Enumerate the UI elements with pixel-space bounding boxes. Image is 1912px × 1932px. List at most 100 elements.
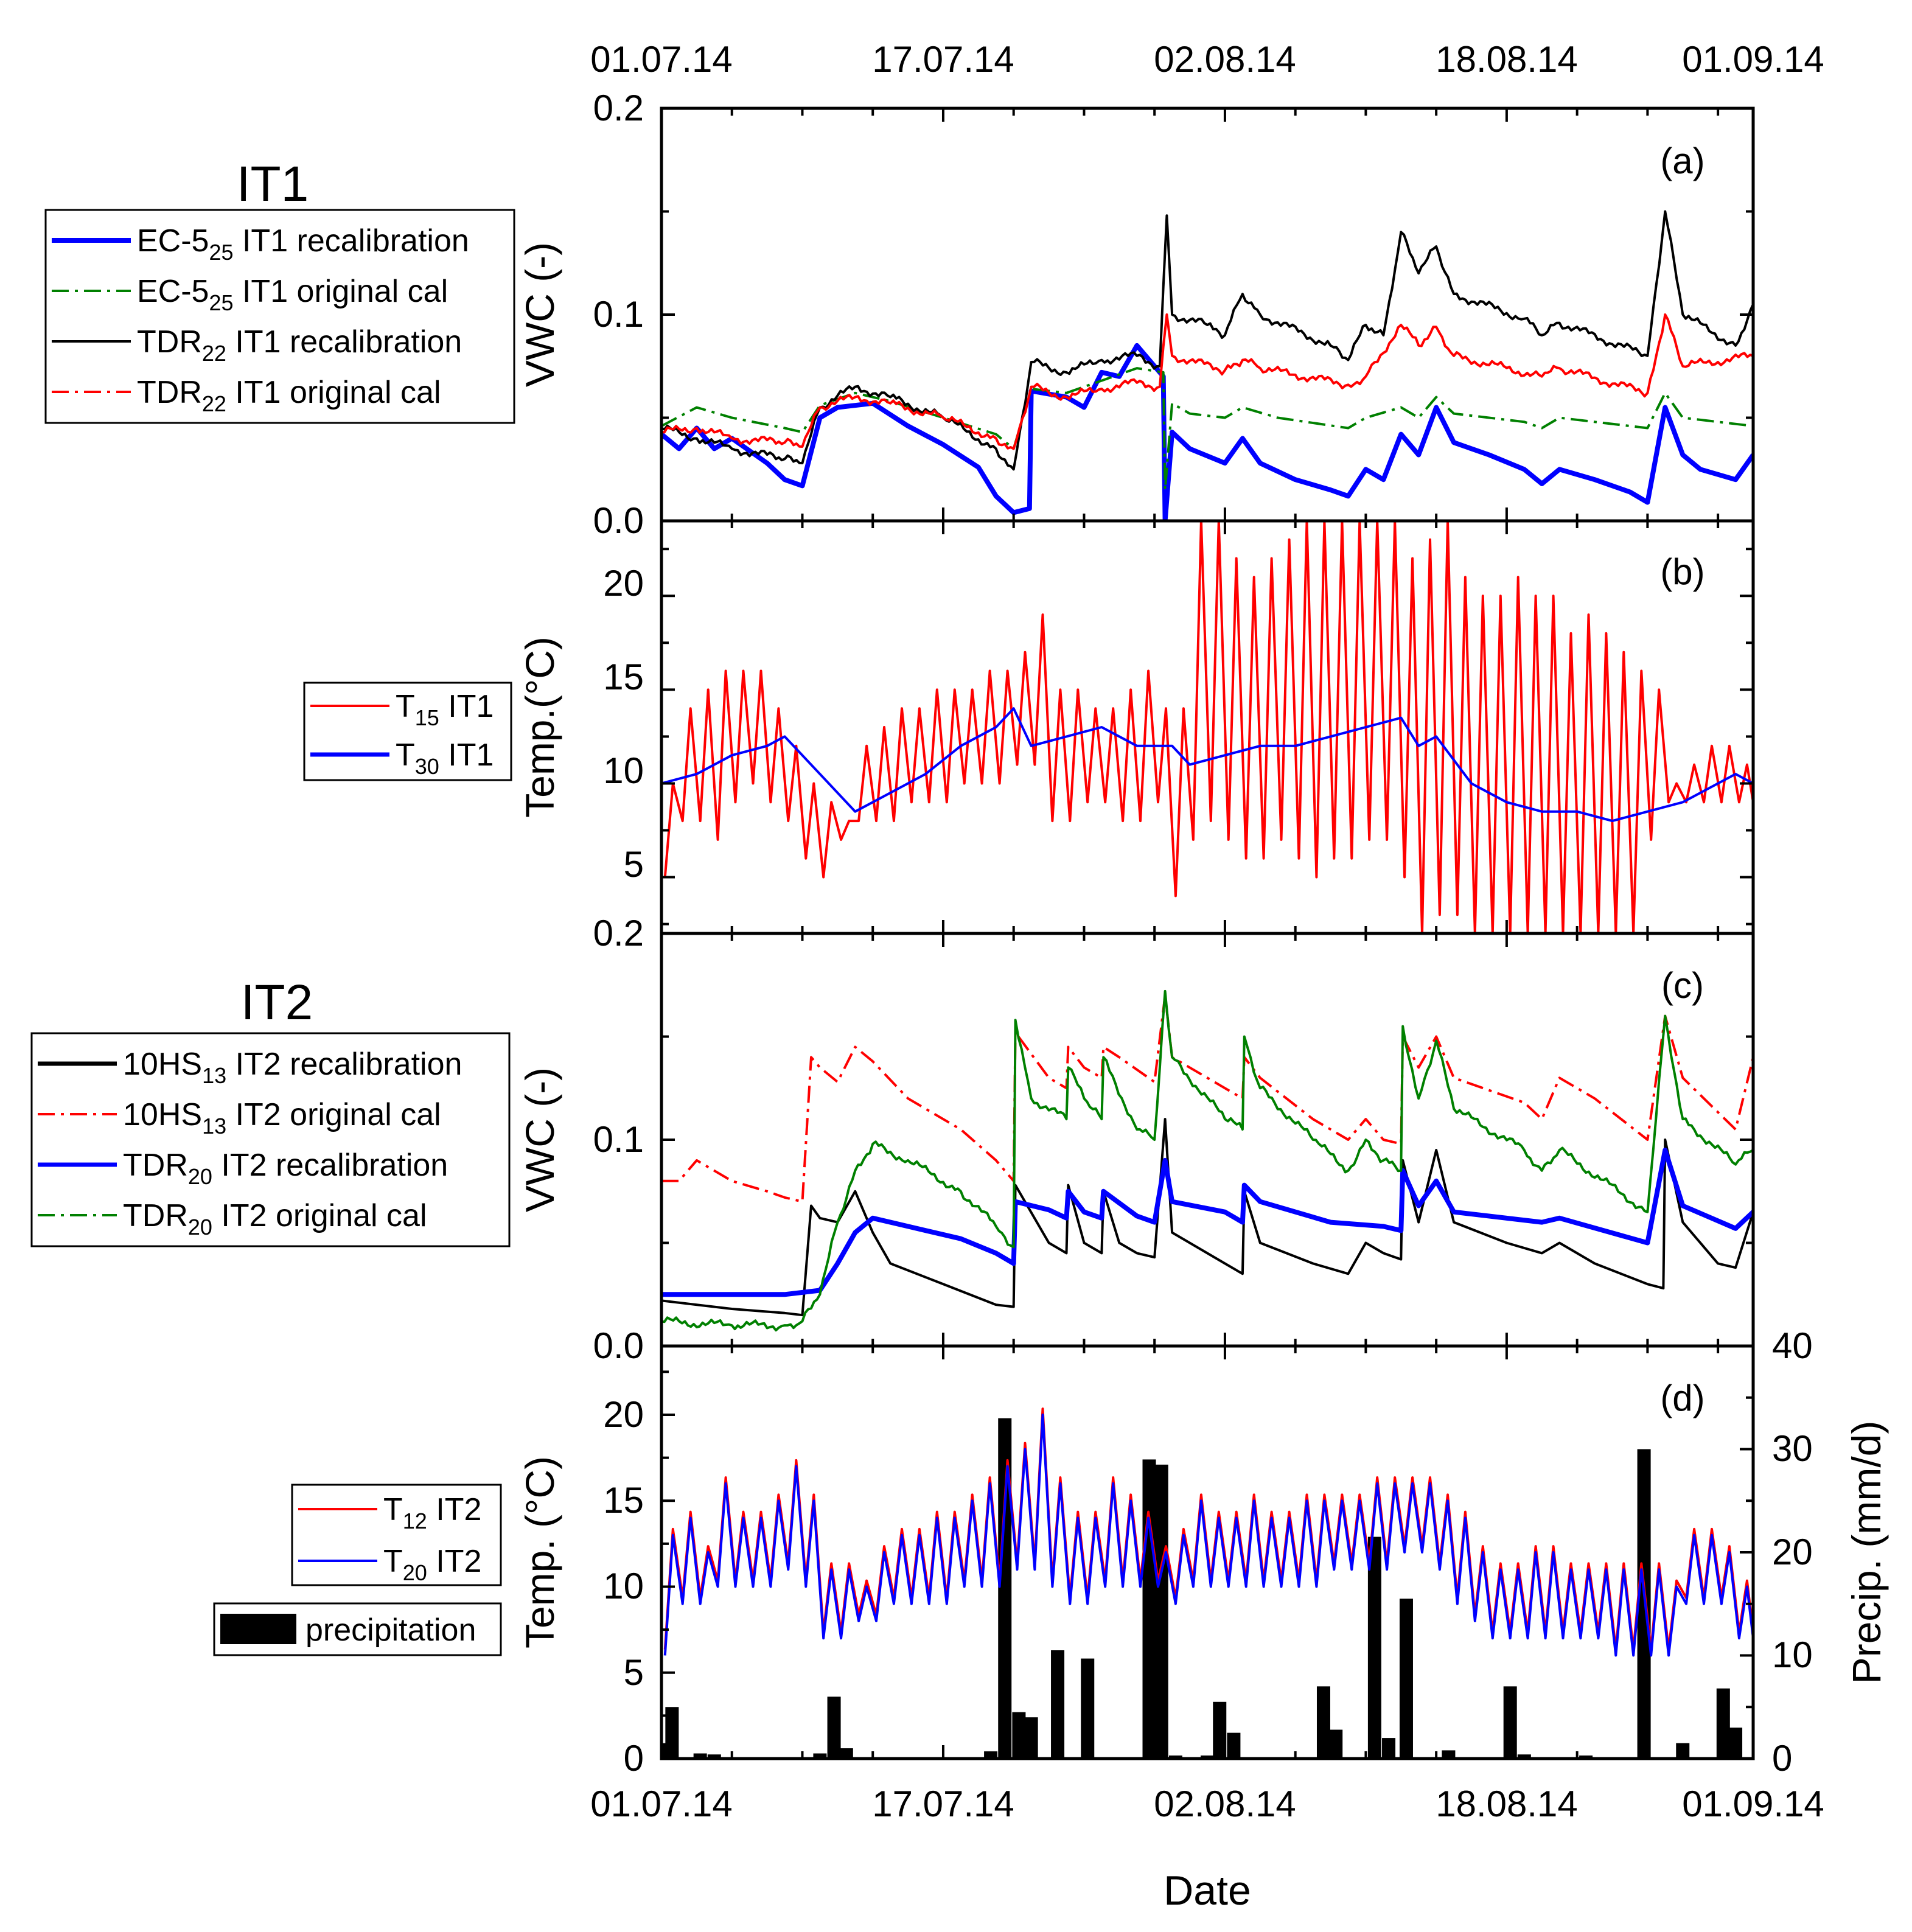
panel-a-y-axis-title: VWC (-) [517, 242, 562, 387]
precip-bar [1716, 1688, 1730, 1759]
precip-bar [984, 1751, 998, 1759]
top-date-label: 01.07.14 [590, 39, 733, 80]
panel-d-right-axis-title: Precip. (mm/d) [1844, 1421, 1889, 1684]
legend-a-frame [44, 209, 515, 424]
series-a-2 [661, 210, 1753, 471]
series-c-0 [661, 1118, 1753, 1317]
panel-a-data [661, 210, 1753, 521]
legend-c-entry-2: TDR20 IT2 recalibration [123, 1148, 448, 1189]
precip-bar [1676, 1743, 1690, 1759]
bottom-date-label: 17.07.14 [872, 1784, 1014, 1824]
precip-bar [1213, 1701, 1227, 1759]
precip-bar [1012, 1712, 1026, 1759]
panel-a-ytick-label: 0.0 [593, 500, 644, 541]
panel-b-ytick-label: 20 [603, 563, 644, 604]
precip-bar [1168, 1755, 1182, 1759]
precip-bar [827, 1697, 841, 1759]
legend-a-entry-1: EC-525 IT1 original cal [137, 274, 448, 315]
series-d-1 [663, 1414, 1753, 1657]
precip-bar [839, 1748, 853, 1759]
panel-d-ticks [660, 1345, 1753, 1760]
panel-d-ytick-label: 5 [624, 1652, 644, 1693]
panel-d-right-tick-label: 20 [1772, 1532, 1813, 1572]
legend-b-frame [303, 682, 512, 781]
legend-c-entry-3: TDR20 IT2 original cal [123, 1198, 427, 1240]
top-date-axis: 01.07.14 17.07.14 02.08.14 18.08.14 01.0… [590, 39, 1824, 80]
panel-c-data [661, 989, 1753, 1332]
group-title-it1: IT1 [237, 156, 309, 212]
panel-b-label: (b) [1660, 551, 1704, 592]
series-a-3 [661, 313, 1753, 450]
legend-d: T12 IT2 T20 IT2 precipitation [213, 1484, 502, 1656]
precip-bar [1081, 1658, 1095, 1759]
panel-b: (b) 5 10 15 20 Temp.(°C) T15 IT1 T30 IT1 [303, 519, 1755, 935]
panel-d-right-tick-label: 0 [1772, 1738, 1792, 1779]
precip-bar [1051, 1650, 1065, 1759]
bottom-date-label: 02.08.14 [1154, 1784, 1296, 1824]
panel-b-ticks [660, 521, 1753, 933]
legend-a-entry-2: TDR22 IT1 recalibration [137, 324, 462, 366]
bottom-date-label: 01.07.14 [590, 1784, 733, 1824]
legend-a-entry-0: EC-525 IT1 recalibration [137, 223, 469, 265]
panel-d-y-axis-title: Temp. (°C) [517, 1456, 562, 1648]
legend-d-precip-swatch [220, 1614, 296, 1644]
legend-d-entry-1: T20 IT2 [383, 1544, 481, 1585]
series-a-1 [661, 367, 1753, 492]
precip-bar [665, 1707, 679, 1759]
precip-bar [1517, 1754, 1531, 1759]
panel-a-label: (a) [1660, 141, 1704, 181]
precip-bar [1142, 1459, 1156, 1759]
panel-b-ytick-label: 5 [624, 844, 644, 885]
legend-c-frame [30, 1032, 511, 1247]
legend-b-entry-1: T30 IT1 [396, 738, 494, 779]
panel-d-label: (d) [1660, 1378, 1704, 1418]
panel-c-ytick-label: 0.2 [593, 913, 644, 954]
panel-d-ytick-label: 20 [603, 1394, 644, 1435]
panel-d-right-tick-label: 40 [1772, 1325, 1813, 1366]
legend-c-entry-0: 10HS13 IT2 recalibration [123, 1047, 462, 1088]
precip-bar [1367, 1536, 1381, 1759]
bottom-date-label: 01.09.14 [1682, 1784, 1824, 1824]
series-b-0 [663, 521, 1753, 933]
series-d-0 [663, 1407, 1753, 1651]
top-date-label: 18.08.14 [1436, 39, 1578, 80]
series-c-2 [661, 1148, 1753, 1297]
precip-bar [1729, 1728, 1743, 1759]
precip-bar [1316, 1686, 1330, 1759]
precip-bar [1579, 1755, 1593, 1759]
panel-d-bars [661, 1418, 1743, 1759]
precip-bar [1442, 1750, 1456, 1759]
panel-d-right-tick-label: 30 [1772, 1428, 1813, 1469]
panel-a: (a) 0.0 0.1 0.2 VWC (-) EC-525 IT1 recal… [44, 88, 1755, 541]
x-axis-title: Date [1164, 1867, 1251, 1914]
series-b-1 [661, 707, 1753, 823]
top-date-label: 02.08.14 [1154, 39, 1296, 80]
legend-d-entry-2: precipitation [305, 1613, 476, 1648]
panel-b-y-axis-title: Temp.(°C) [517, 636, 562, 818]
bottom-date-label: 18.08.14 [1436, 1784, 1578, 1824]
precip-bar [998, 1418, 1012, 1759]
legend-b-entry-0: T15 IT1 [396, 689, 494, 730]
panel-d-right-tick-label: 10 [1772, 1634, 1813, 1675]
precip-bar [1637, 1449, 1651, 1759]
panel-a-ytick-label: 0.1 [593, 294, 644, 335]
legend-c-entry-1: 10HS13 IT2 original cal [123, 1097, 441, 1139]
bottom-date-axis: 01.07.14 17.07.14 02.08.14 18.08.14 01.0… [590, 1784, 1824, 1914]
legend-a: EC-525 IT1 recalibration EC-525 IT1 orig… [44, 209, 515, 424]
panel-d: (d) 0 5 10 15 20 0 10 20 30 40 Temp. (°C… [213, 1325, 1889, 1779]
panel-c-label: (c) [1661, 965, 1704, 1006]
panel-d-data [663, 1407, 1753, 1657]
legend-b: T15 IT1 T30 IT1 [303, 682, 512, 781]
precip-bar [1329, 1729, 1343, 1759]
panel-c: (c) 0.0 0.1 0.2 VWC (-) 10HS13 IT2 recal… [30, 913, 1755, 1366]
panel-b-ytick-label: 10 [603, 750, 644, 791]
precip-bar [1154, 1464, 1168, 1759]
legend-d-frame [291, 1484, 502, 1586]
panel-a-ticks [660, 107, 1753, 522]
panel-c-y-axis-title: VWC (-) [517, 1067, 562, 1212]
precip-bar [813, 1753, 827, 1759]
panel-c-ytick-label: 0.1 [593, 1119, 644, 1160]
panel-a-frame [660, 106, 1755, 523]
series-a-0 [661, 343, 1753, 521]
